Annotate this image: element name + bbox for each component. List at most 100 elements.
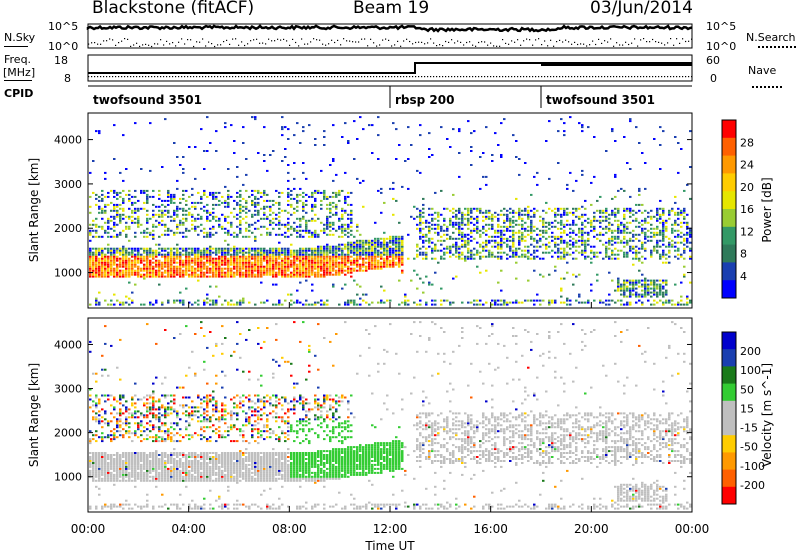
power-cell	[428, 227, 431, 230]
nsearch-point	[397, 40, 399, 42]
power-cell	[665, 289, 668, 292]
velocity-cell	[107, 475, 110, 478]
power-cell	[119, 275, 122, 278]
power-cell	[614, 253, 617, 256]
power-cell	[542, 223, 545, 226]
power-cell	[662, 243, 665, 246]
power-cell	[317, 259, 320, 262]
power-cell	[608, 237, 611, 240]
power-cell	[305, 267, 308, 270]
power-cell	[515, 299, 518, 302]
power-cell	[680, 235, 683, 238]
power-cell	[629, 221, 632, 224]
power-cell	[419, 124, 422, 127]
power-cell	[371, 243, 374, 246]
nave-point	[229, 76, 231, 78]
power-cell	[554, 241, 557, 244]
power-cell	[173, 247, 176, 250]
power-cell	[224, 227, 227, 230]
power-cell	[407, 187, 410, 190]
power-cell	[560, 251, 563, 254]
power-cell	[620, 303, 623, 306]
power-cell	[323, 144, 326, 146]
power-cell	[485, 175, 488, 178]
nave-point	[646, 76, 648, 78]
power-cell	[116, 211, 119, 214]
power-cell	[275, 263, 278, 266]
velocity-cell	[122, 394, 125, 397]
power-cell	[305, 247, 308, 250]
power-cell	[329, 267, 332, 270]
power-cell	[248, 265, 251, 268]
power-cell	[206, 217, 209, 220]
power-cell	[311, 303, 314, 306]
power-cell	[380, 263, 383, 266]
power-cell	[521, 219, 524, 222]
power-cell	[314, 261, 317, 264]
power-cell	[629, 295, 632, 298]
power-cell	[608, 217, 611, 220]
power-cell	[329, 273, 332, 276]
power-cell	[479, 207, 482, 210]
velocity-cell	[98, 471, 101, 474]
velocity-cell	[122, 436, 125, 439]
power-cell	[629, 207, 632, 210]
power-cell	[251, 203, 254, 206]
power-cell	[317, 265, 320, 268]
power-cell	[143, 269, 146, 272]
power-cell	[215, 219, 218, 222]
power-cell	[119, 219, 122, 222]
power-cell	[302, 261, 305, 264]
power-cell	[194, 229, 197, 232]
power-cell	[152, 271, 155, 274]
power-cell	[596, 219, 599, 222]
nsearch-point	[538, 38, 540, 40]
nave-point	[679, 76, 681, 78]
power-cell	[299, 267, 302, 270]
power-cell	[317, 233, 320, 236]
power-cell	[491, 303, 494, 306]
power-cell	[341, 227, 344, 230]
power-cell	[557, 251, 560, 254]
power-cell	[389, 245, 392, 248]
power-cell	[125, 265, 128, 268]
power-cell	[644, 187, 647, 190]
nsearch-point	[505, 42, 507, 44]
power-cell	[134, 269, 137, 272]
power-cell	[119, 191, 122, 194]
power-cell	[545, 221, 548, 224]
nave-point	[94, 76, 96, 78]
power-cell	[686, 297, 689, 300]
velocity-cell	[95, 462, 98, 464]
power-cell	[449, 219, 452, 222]
power-cell	[467, 223, 470, 226]
power-cell	[239, 247, 242, 250]
power-cell	[665, 227, 668, 230]
power-cell	[191, 201, 194, 204]
power-cell	[530, 209, 533, 212]
power-cell	[233, 235, 236, 238]
power-cell	[335, 255, 338, 258]
nave-point	[670, 76, 672, 78]
power-cell	[197, 275, 200, 278]
power-cell	[284, 223, 287, 226]
power-cell	[302, 201, 305, 204]
power-cell	[365, 253, 368, 256]
power-cell	[170, 255, 173, 258]
power-cell	[212, 193, 215, 196]
power-cell	[611, 235, 614, 238]
power-cell	[392, 263, 395, 266]
power-cell	[659, 213, 662, 216]
power-cell	[335, 265, 338, 268]
power-cell	[185, 203, 188, 206]
velocity-cell	[95, 505, 98, 508]
power-cell	[173, 251, 176, 254]
power-cell	[212, 233, 215, 236]
power-cell	[449, 255, 452, 258]
power-cell	[560, 295, 563, 298]
power-cell	[353, 261, 356, 264]
power-cell	[212, 217, 215, 220]
power-cell	[110, 257, 113, 260]
power-cell	[347, 269, 350, 272]
power-cell	[635, 281, 638, 284]
